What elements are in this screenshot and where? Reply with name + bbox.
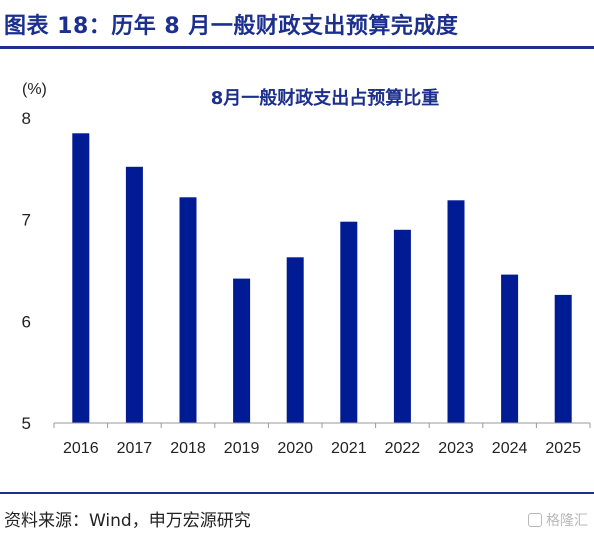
y-tick-label: 5 bbox=[22, 414, 31, 433]
x-tick-label: 2023 bbox=[438, 440, 474, 457]
x-tick-label: 2018 bbox=[170, 440, 206, 457]
x-tick-label: 2022 bbox=[385, 440, 421, 457]
bar-2024 bbox=[501, 274, 519, 423]
x-tick-label: 2021 bbox=[331, 440, 367, 457]
bars-group bbox=[72, 133, 572, 424]
watermark-logo-icon bbox=[528, 513, 542, 527]
bar-2021 bbox=[340, 221, 358, 423]
x-axis: 2016 2017 2018 2019 2020 2021 2022 2023 2024 2025 bbox=[53, 422, 591, 457]
bar-2016 bbox=[72, 133, 90, 424]
bar-2020 bbox=[286, 257, 304, 423]
bar-2023 bbox=[447, 200, 465, 423]
y-tick-label: 8 bbox=[22, 109, 31, 128]
watermark-text: 格隆汇 bbox=[546, 513, 588, 529]
y-axis-unit-label: (%) bbox=[22, 81, 47, 98]
y-tick-label: 6 bbox=[22, 312, 31, 331]
x-tick-label: 2019 bbox=[224, 440, 260, 457]
bar-2022 bbox=[393, 229, 411, 423]
figure-title: 图表 18：历年 8 月一般财政支出预算完成度 bbox=[4, 14, 459, 39]
footer-divider bbox=[0, 492, 594, 494]
bar-2019 bbox=[233, 278, 251, 423]
x-tick-label: 2020 bbox=[277, 440, 313, 457]
x-tick-label: 2024 bbox=[492, 440, 528, 457]
watermark: 格隆汇 bbox=[528, 510, 588, 530]
bar-2017 bbox=[125, 166, 143, 424]
y-axis: 5 6 7 8 bbox=[22, 109, 31, 433]
x-tick-label: 2017 bbox=[117, 440, 153, 457]
chart-title: 8月一般财政支出占预算比重 bbox=[211, 87, 440, 109]
title-divider bbox=[0, 46, 594, 49]
y-tick-label: 7 bbox=[22, 211, 31, 230]
source-note: 资料来源：Wind，申万宏源研究 bbox=[4, 511, 251, 531]
x-tick-label: 2025 bbox=[545, 440, 581, 457]
bar-2018 bbox=[179, 197, 197, 423]
bar-2025 bbox=[554, 294, 572, 423]
x-tick-label: 2016 bbox=[63, 440, 99, 457]
